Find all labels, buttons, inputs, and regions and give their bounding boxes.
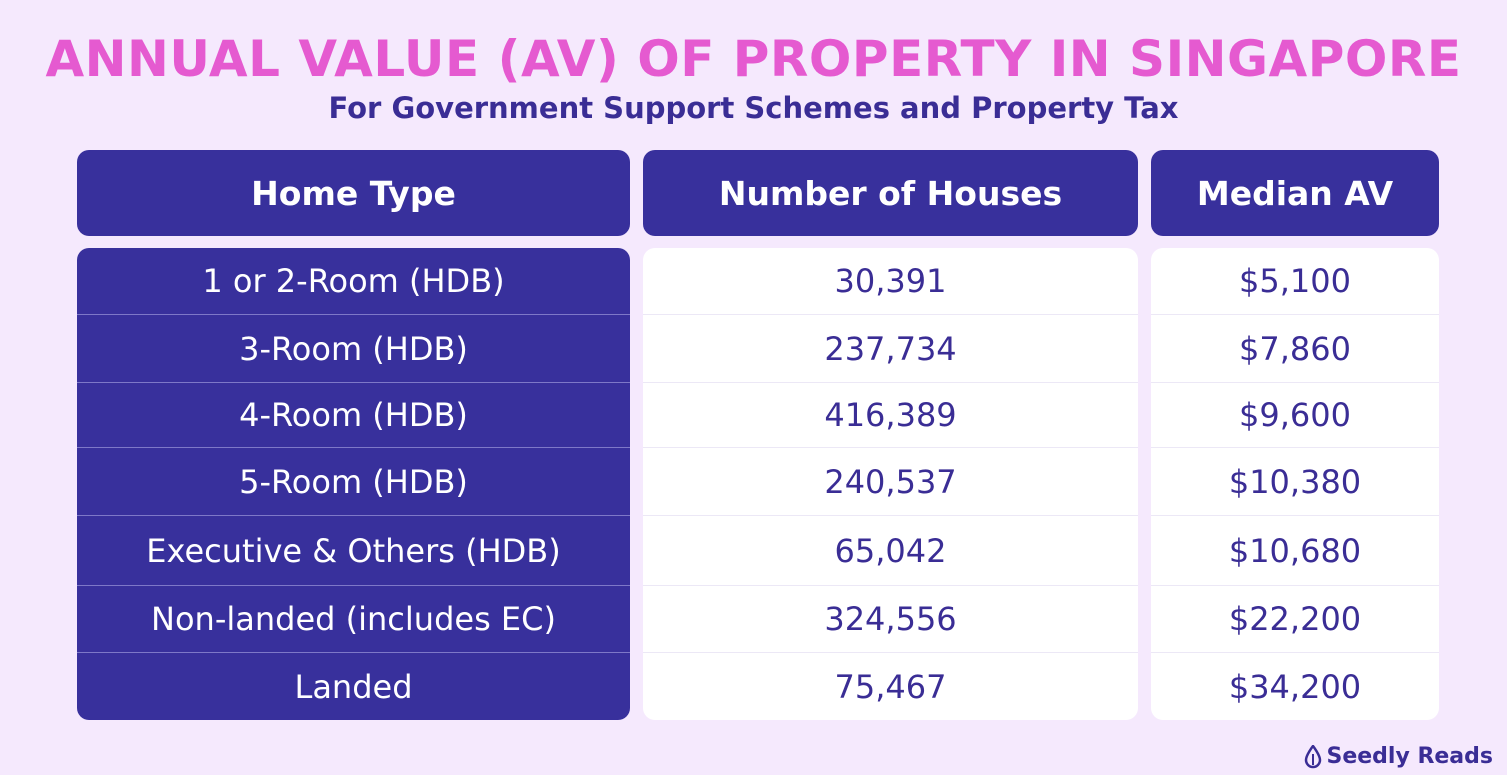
houses-cell: 75,467	[834, 667, 947, 706]
houses-cell: 30,391	[643, 248, 1138, 315]
header-median-av: Median AV	[1151, 150, 1439, 236]
houses-cell: 240,537	[643, 448, 1138, 516]
seedly-reads-logo: Seedly Reads	[1304, 744, 1493, 769]
home-type-cell: 3-Room (HDB)	[77, 315, 630, 383]
home-type-cell: Non-landed (includes EC)	[77, 586, 630, 653]
houses-cell: 65,042	[643, 516, 1138, 586]
header-home-type: Home Type	[77, 150, 630, 236]
houses-cell: 324,556	[643, 586, 1138, 653]
home-type-column: 1 or 2-Room (HDB) 3-Room (HDB) 4-Room (H…	[77, 248, 630, 720]
header-number-of-houses: Number of Houses	[643, 150, 1138, 236]
median-av-cell: $22,200	[1151, 586, 1439, 653]
page-subtitle: For Government Support Schemes and Prope…	[328, 91, 1179, 125]
page-title: ANNUAL VALUE (AV) OF PROPERTY IN SINGAPO…	[45, 30, 1462, 88]
home-type-cell: 1 or 2-Room (HDB)	[77, 248, 630, 315]
median-av-column: $5,100 $7,860 $9,600 $10,380 $10,680 $22…	[1151, 248, 1439, 720]
median-av-cell: $7,860	[1151, 315, 1439, 383]
median-av-cell: $10,380	[1151, 448, 1439, 516]
home-type-cell: Executive & Others (HDB)	[77, 516, 630, 586]
median-av-cell: $9,600	[1151, 383, 1439, 448]
median-av-cell: $34,200	[1228, 667, 1362, 706]
number-of-houses-column: 30,391 237,734 416,389 240,537 65,042 32…	[643, 248, 1138, 720]
home-type-cell: 5-Room (HDB)	[77, 448, 630, 516]
houses-cell: 237,734	[643, 315, 1138, 383]
seedly-drop-icon	[1304, 744, 1322, 769]
home-type-cell: Landed	[294, 667, 413, 706]
houses-cell: 416,389	[643, 383, 1138, 448]
brand-name: Seedly Reads	[1326, 744, 1493, 769]
home-type-cell: 4-Room (HDB)	[77, 383, 630, 448]
median-av-cell: $10,680	[1151, 516, 1439, 586]
median-av-cell: $5,100	[1151, 248, 1439, 315]
